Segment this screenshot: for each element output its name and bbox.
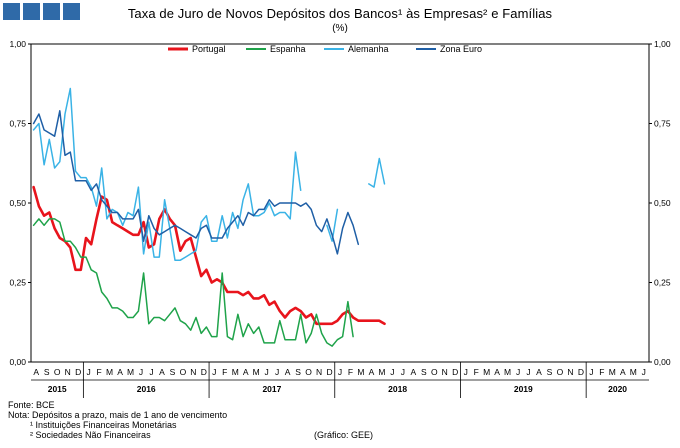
logo-square-4: [63, 3, 80, 20]
series-line-alemanha: [32, 87, 386, 261]
x-month-label: M: [630, 367, 637, 377]
year-label: 2015: [48, 384, 67, 394]
x-month-label: J: [338, 367, 342, 377]
logo-square-3: [43, 3, 60, 20]
x-month-label: J: [589, 367, 593, 377]
x-month-label: S: [295, 367, 301, 377]
x-month-label: O: [305, 367, 312, 377]
chart-credit: (Gráfico: GEE): [314, 430, 374, 440]
x-month-label: S: [421, 367, 427, 377]
x-month-label: M: [483, 367, 490, 377]
x-month-label: O: [557, 367, 564, 377]
publisher-logo: [3, 3, 80, 20]
footnote-2: ² Sociedades Não Financeiras: [30, 430, 151, 440]
y-tick-label-right: 0,50: [654, 198, 671, 208]
x-month-label: A: [285, 367, 291, 377]
year-label: 2016: [137, 384, 156, 394]
x-month-label: J: [86, 367, 90, 377]
legend-label: Zona Euro: [440, 44, 482, 54]
x-month-label: A: [33, 367, 39, 377]
legend-label: Portugal: [192, 44, 226, 54]
x-month-label: J: [642, 367, 646, 377]
series-line-portugal: [32, 185, 386, 326]
x-month-label: F: [222, 367, 227, 377]
x-month-label: J: [212, 367, 216, 377]
legend-label: Espanha: [270, 44, 306, 54]
x-month-label: S: [44, 367, 50, 377]
x-month-label: M: [127, 367, 134, 377]
x-month-label: F: [474, 367, 479, 377]
x-month-label: A: [243, 367, 249, 377]
x-month-label: S: [170, 367, 176, 377]
x-month-label: N: [65, 367, 71, 377]
x-month-label: F: [348, 367, 353, 377]
year-label: 2020: [608, 384, 627, 394]
x-month-label: S: [547, 367, 553, 377]
x-month-label: M: [232, 367, 239, 377]
x-month-label: A: [159, 367, 165, 377]
chart-title: Taxa de Juro de Novos Depósitos dos Banc…: [127, 6, 553, 21]
y-tick-label-left: 1,00: [9, 39, 26, 49]
x-month-label: M: [609, 367, 616, 377]
x-month-label: J: [149, 367, 153, 377]
year-label: 2019: [514, 384, 533, 394]
y-tick-label-right: 0,25: [654, 278, 671, 288]
x-month-label: J: [464, 367, 468, 377]
y-tick-label-right: 0,75: [654, 119, 671, 129]
y-tick-label-right: 0,00: [654, 357, 671, 367]
chart-subtitle: (%): [332, 23, 348, 34]
x-month-label: N: [567, 367, 573, 377]
x-month-label: A: [410, 367, 416, 377]
x-month-label: F: [599, 367, 604, 377]
x-month-label: M: [504, 367, 511, 377]
x-month-label: D: [75, 367, 81, 377]
x-month-label: J: [275, 367, 279, 377]
x-month-label: J: [526, 367, 530, 377]
x-month-label: M: [106, 367, 113, 377]
y-tick-label-left: 0,25: [9, 278, 26, 288]
series-line-espanha: [32, 218, 354, 347]
x-month-label: N: [316, 367, 322, 377]
logo-square-2: [23, 3, 40, 20]
x-month-label: O: [54, 367, 61, 377]
x-month-label: D: [326, 367, 332, 377]
plot-frame: [30, 43, 650, 363]
x-month-label: M: [378, 367, 385, 377]
x-month-label: A: [117, 367, 123, 377]
x-month-label: J: [516, 367, 520, 377]
y-tick-label-left: 0,50: [9, 198, 26, 208]
x-month-label: D: [578, 367, 584, 377]
x-month-label: O: [180, 367, 187, 377]
x-month-label: D: [201, 367, 207, 377]
x-month-label: N: [442, 367, 448, 377]
footnote-1: ¹ Instituições Financeiras Monetárias: [30, 420, 177, 430]
legend-label: Alemanha: [348, 44, 389, 54]
logo-square-1: [3, 3, 20, 20]
x-month-label: A: [620, 367, 626, 377]
x-month-label: M: [357, 367, 364, 377]
x-month-label: J: [390, 367, 394, 377]
x-month-label: J: [401, 367, 405, 377]
note-line: Nota: Depósitos a prazo, mais de 1 ano d…: [8, 410, 228, 420]
year-label: 2017: [262, 384, 281, 394]
x-month-label: N: [190, 367, 196, 377]
x-month-label: A: [494, 367, 500, 377]
x-month-label: J: [139, 367, 143, 377]
x-month-label: M: [253, 367, 260, 377]
year-label: 2018: [388, 384, 407, 394]
y-tick-label-left: 0,00: [9, 357, 26, 367]
x-month-label: J: [265, 367, 269, 377]
y-tick-label-left: 0,75: [9, 119, 26, 129]
y-tick-label-right: 1,00: [654, 39, 671, 49]
x-month-label: D: [452, 367, 458, 377]
x-month-label: O: [431, 367, 438, 377]
series-line-zona-euro: [32, 110, 360, 255]
source-note: Fonte: BCE: [8, 400, 55, 410]
x-month-label: A: [536, 367, 542, 377]
x-month-label: F: [96, 367, 101, 377]
x-month-label: A: [369, 367, 375, 377]
